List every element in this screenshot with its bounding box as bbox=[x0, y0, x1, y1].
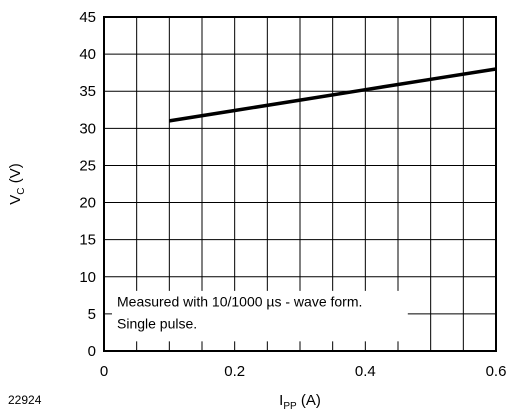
y-tick-label: 35 bbox=[79, 83, 96, 100]
x-axis-title: IPP (A) bbox=[279, 392, 321, 412]
y-axis-title: VC (V) bbox=[7, 163, 27, 204]
x-tick-label: 0.2 bbox=[224, 363, 245, 380]
tick-labels: 0 5 10 15 20 25 30 35 40 45 0 0.2 0.4 0.6 bbox=[79, 9, 506, 380]
y-tick-label: 20 bbox=[79, 195, 96, 212]
y-tick-label: 40 bbox=[79, 46, 96, 63]
y-tick-label: 30 bbox=[79, 120, 96, 137]
y-tick-label: 15 bbox=[79, 232, 96, 249]
y-tick-label: 10 bbox=[79, 269, 96, 286]
annotation-line-2: Single pulse. bbox=[117, 316, 197, 332]
y-tick-label: 45 bbox=[79, 9, 96, 26]
x-tick-label: 0.6 bbox=[486, 363, 507, 380]
x-tick-label: 0 bbox=[100, 363, 108, 380]
annotation-background bbox=[112, 290, 408, 342]
series-line bbox=[169, 67, 497, 123]
y-tick-label: 5 bbox=[88, 306, 96, 323]
annotation-line-1: Measured with 10/1000 µs - wave form. bbox=[117, 293, 362, 309]
figure-id: 22924 bbox=[8, 393, 42, 407]
series bbox=[169, 67, 497, 123]
y-tick-label: 0 bbox=[88, 343, 96, 360]
plot-frame bbox=[103, 16, 497, 352]
y-tick-label: 25 bbox=[79, 157, 96, 174]
x-tick-label: 0.4 bbox=[355, 363, 376, 380]
annotation-box: Measured with 10/1000 µs - wave form. Si… bbox=[112, 290, 408, 342]
